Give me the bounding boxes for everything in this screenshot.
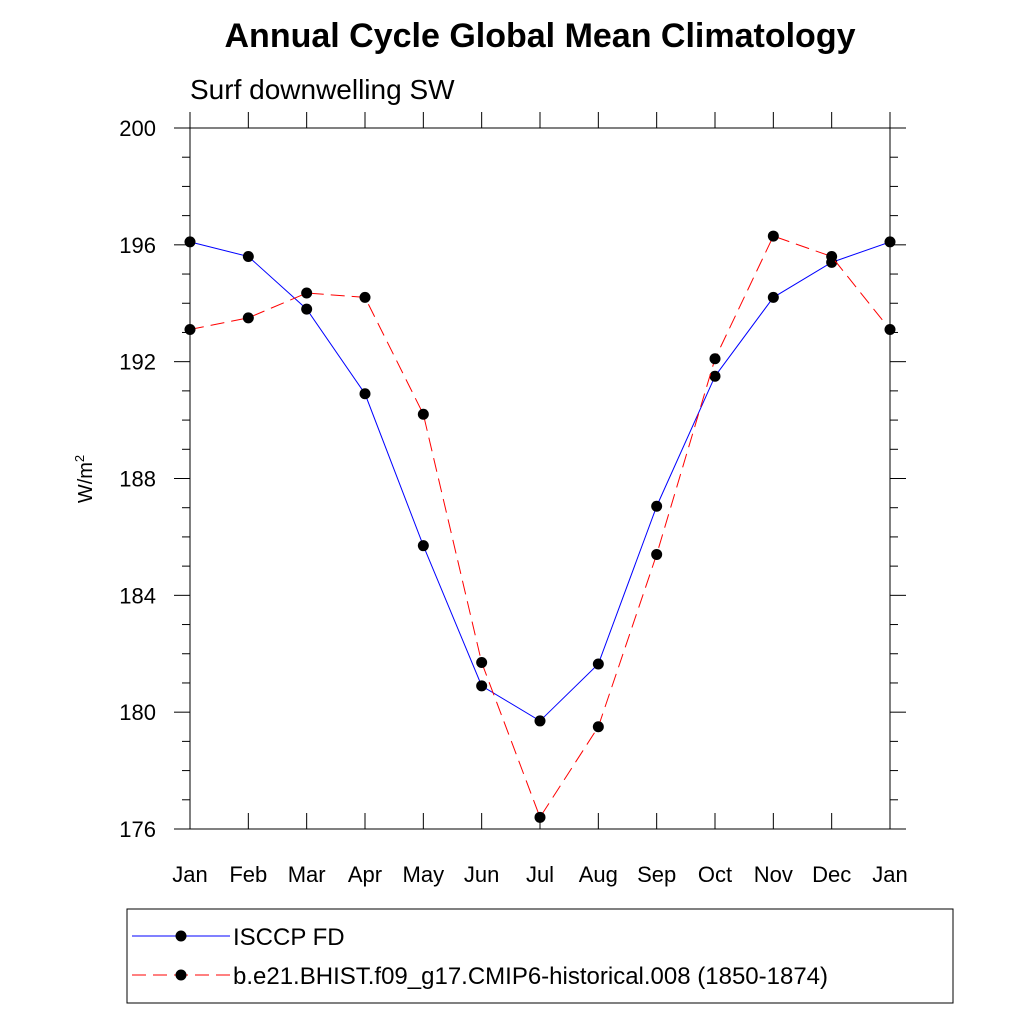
series-2-point: [884, 324, 896, 336]
series-2-point: [534, 811, 546, 823]
legend-label-1: ISCCP FD: [233, 924, 345, 951]
x-tick-label: Jan: [172, 862, 207, 887]
series-2-point: [709, 353, 721, 365]
x-tick-label: Jul: [526, 862, 554, 887]
y-tick-label: 188: [119, 467, 156, 492]
x-tick-label: Mar: [288, 862, 326, 887]
series-1-point: [767, 291, 779, 303]
x-tick-labels: Jan Feb Mar Apr May Jun Jul Aug Sep Oct Nov Dec Jan: [172, 862, 907, 887]
series-1-point: [184, 236, 196, 248]
series-2-point: [242, 312, 254, 324]
series-1-point: [709, 370, 721, 382]
series-layer: [184, 230, 896, 823]
y-tick-label: 180: [119, 700, 156, 725]
series-1-point: [359, 388, 371, 400]
y-axis-label-unit: W/m: [75, 462, 97, 503]
series-1-point: [651, 500, 663, 512]
x-tick-label: Oct: [698, 862, 732, 887]
legend-marker-1: [175, 930, 187, 942]
series-1-point: [592, 658, 604, 670]
legend-label-2: b.e21.BHIST.f09_g17.CMIP6-historical.008…: [233, 963, 828, 990]
series-1-point: [301, 303, 313, 315]
y-tick-label: 176: [119, 817, 156, 842]
series-2-point: [826, 251, 838, 263]
x-tick-label: Apr: [348, 862, 382, 887]
y-tick-label: 184: [119, 583, 156, 608]
series-1-point: [242, 251, 254, 263]
series-1-point: [534, 715, 546, 727]
x-tick-label: Nov: [754, 862, 793, 887]
y-axis-label: W/m2: [72, 455, 97, 503]
x-tick-label: Dec: [812, 862, 851, 887]
x-tick-label: Aug: [579, 862, 618, 887]
series-line-2: [189, 235, 891, 819]
series-2-point: [417, 408, 429, 420]
chart-subtitle: Surf downwelling SW: [190, 74, 455, 105]
series-1-point: [476, 680, 488, 692]
series-2-point: [476, 657, 488, 669]
series-1-point: [417, 540, 429, 552]
y-tick-label: 200: [119, 116, 156, 141]
chart-title: Annual Cycle Global Mean Climatology: [225, 17, 856, 55]
series-2-point: [359, 291, 371, 303]
x-tick-label: Sep: [637, 862, 676, 887]
series-2-point: [651, 548, 663, 560]
series-2-point: [767, 230, 779, 242]
y-tick-label: 196: [119, 233, 156, 258]
series-line-1: [189, 241, 891, 722]
series-1-point: [884, 236, 896, 248]
series-2-point: [301, 287, 313, 299]
legend: ISCCP FD b.e21.BHIST.f09_g17.CMIP6-histor…: [126, 908, 954, 1004]
x-tick-label: Jun: [464, 862, 499, 887]
series-2-point: [592, 721, 604, 733]
legend-box: [126, 908, 954, 1004]
x-tick-label: Feb: [229, 862, 267, 887]
y-tick-labels: 176 180 184 188 192 196 200: [119, 116, 156, 842]
legend-marker-2: [175, 969, 187, 981]
y-tick-label: 192: [119, 350, 156, 375]
x-tick-label: May: [403, 862, 445, 887]
plot-frame: [189, 127, 891, 830]
y-axis-label-superscript: 2: [72, 455, 87, 462]
legend-items: ISCCP FD b.e21.BHIST.f09_g17.CMIP6-histor…: [132, 924, 828, 990]
x-tick-label: Jan: [872, 862, 907, 887]
series-2-point: [184, 324, 196, 336]
